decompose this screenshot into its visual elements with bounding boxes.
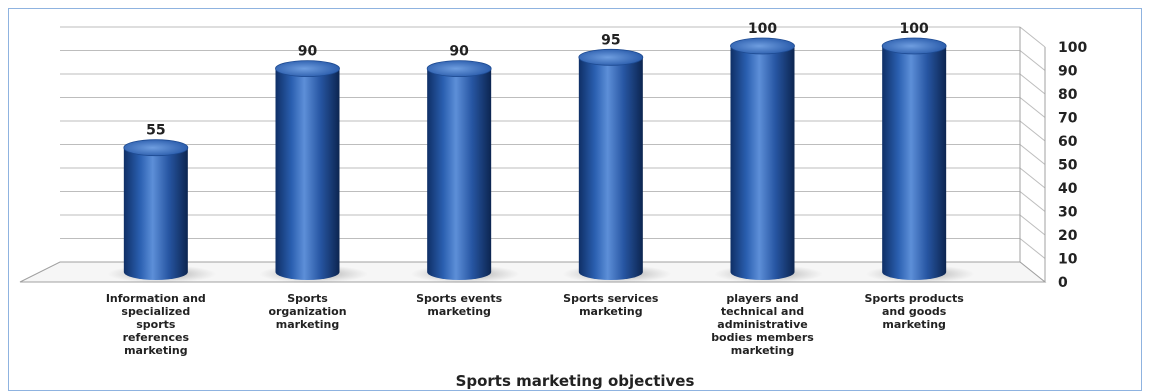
side-gridline-7 [1019,97,1046,118]
bars: 55 90 90 95 100 100 [107,21,975,283]
side-gridline-8 [1019,73,1046,95]
data-label-4: 100 [748,21,777,37]
bar-2: 90 [410,44,520,283]
y-tick-3: 30 [1058,205,1078,221]
bar-body-5 [882,46,947,280]
side-gridline-6 [1019,120,1046,142]
bar-top-5 [881,37,947,55]
y-tick-9: 90 [1058,64,1078,80]
y-tick-0: 0 [1058,275,1068,291]
x-axis-label: Sports marketing objectives [456,372,695,390]
side-gridline-4 [1019,167,1046,189]
bar-body-0 [123,147,188,280]
bar-top-2 [426,60,492,77]
y-tick-7: 70 [1058,111,1078,127]
bar-top-1 [275,60,340,77]
y-tick-1: 10 [1058,252,1078,268]
x-tick-5: Sports products and goods marketing [865,292,965,331]
y-tick-6: 60 [1058,134,1078,150]
y-tick-4: 40 [1058,181,1078,197]
y-tick-5: 50 [1058,158,1078,174]
bar-4: 100 [714,21,823,283]
side-gridline-9 [1019,50,1046,71]
y-tick-8: 80 [1058,87,1078,103]
bar-top-3 [578,48,644,66]
side-gridline-3 [1019,191,1046,212]
bar-top-4 [730,37,795,55]
x-axis-categories: Information and specialized sports referenc… [106,292,964,357]
bar-0: 55 [107,123,217,283]
bar-5: 100 [865,21,975,283]
bar-body-1 [275,68,340,280]
x-tick-0: Information and specialized sports referenc… [106,292,206,357]
side-gridline-1 [1019,238,1046,259]
bar-body-3 [578,57,643,280]
bar-3: 95 [562,32,672,283]
chart-frame [8,8,1142,391]
x-tick-4: players and technical and administrative bo… [711,292,814,357]
y-axis-ticks: 0 10 20 30 40 50 60 70 80 90 100 [1058,40,1087,291]
bar-1: 90 [259,44,368,283]
y-tick-10: 100 [1058,40,1087,56]
side-gridline-5 [1019,144,1046,165]
side-gridline-2 [1019,214,1046,236]
bar-body-2 [427,68,492,280]
data-label-2: 90 [449,44,469,60]
x-tick-3: Sports services marketing [563,292,659,318]
bar-body-4 [730,46,795,280]
data-label-0: 55 [146,123,165,139]
data-label-1: 90 [298,44,318,60]
x-tick-2: Sports events marketing [416,292,503,318]
y-tick-2: 20 [1058,228,1078,244]
data-label-5: 100 [900,21,929,37]
data-label-3: 95 [601,32,620,48]
side-gridline-10 [1019,26,1046,48]
bar-top-0 [123,139,189,157]
x-tick-1: Sports organization marketing [268,292,346,331]
